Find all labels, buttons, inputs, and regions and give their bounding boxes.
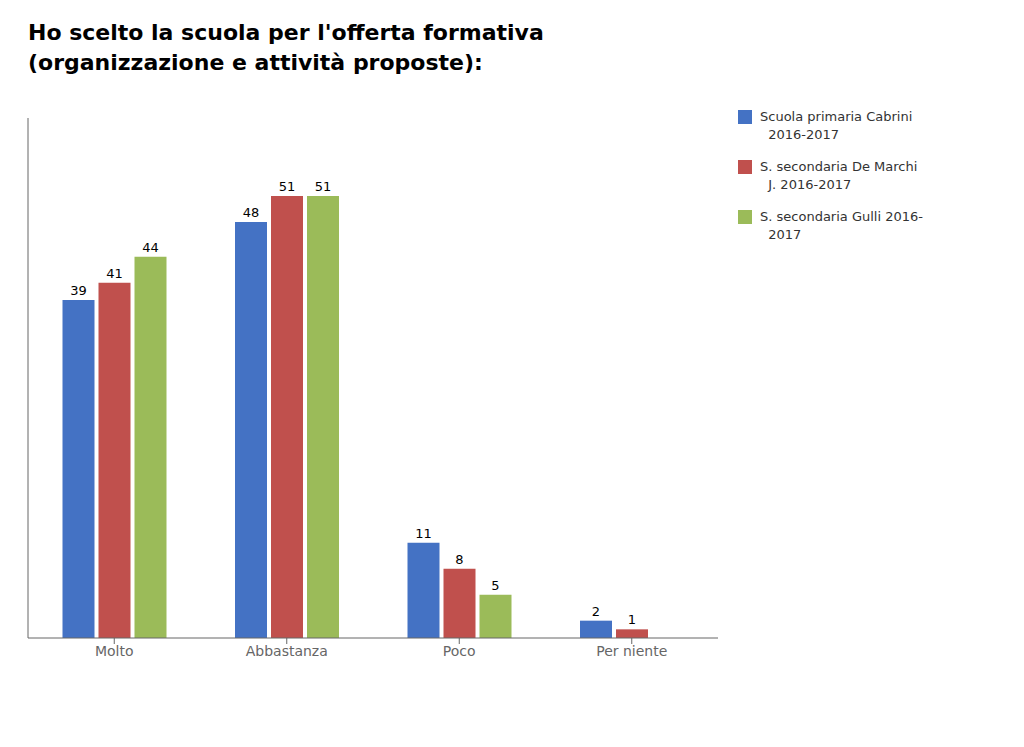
html-text:Scuola primaria Cabrini 2016-2: Scuola primaria Cabrini 2016-2017 (760, 109, 913, 142)
svg-text:5: 5 (491, 578, 499, 593)
svg-text:41: 41 (106, 266, 123, 281)
html-text:Ho scelto la scuola per l'offe: Ho scelto la scuola per l'offerta format… (28, 20, 544, 45)
svg-text:Poco: Poco (443, 643, 476, 659)
svg-text:44: 44 (142, 240, 159, 255)
html-text:S. secondaria Gulli 2016- 2017: S. secondaria Gulli 2016- 2017 (760, 209, 923, 242)
svg-text:Molto: Molto (95, 643, 134, 659)
svg-text:39: 39 (70, 283, 87, 298)
svg-text:Per niente: Per niente (596, 643, 667, 659)
svg-text:8: 8 (455, 552, 463, 567)
svg-text:51: 51 (315, 179, 332, 194)
html-text:S. secondaria De Marchi J. 201: S. secondaria De Marchi J. 2016-2017 (760, 159, 918, 192)
svg-text:Abbastanza: Abbastanza (246, 643, 328, 659)
svg-text:1: 1 (628, 612, 636, 627)
svg-text:2: 2 (592, 604, 600, 619)
svg-text:51: 51 (279, 179, 296, 194)
svg-text:48: 48 (243, 205, 260, 220)
svg-text:11: 11 (415, 526, 432, 541)
html-text:(organizzazione e attività pro: (organizzazione e attività proposte): (28, 50, 483, 75)
